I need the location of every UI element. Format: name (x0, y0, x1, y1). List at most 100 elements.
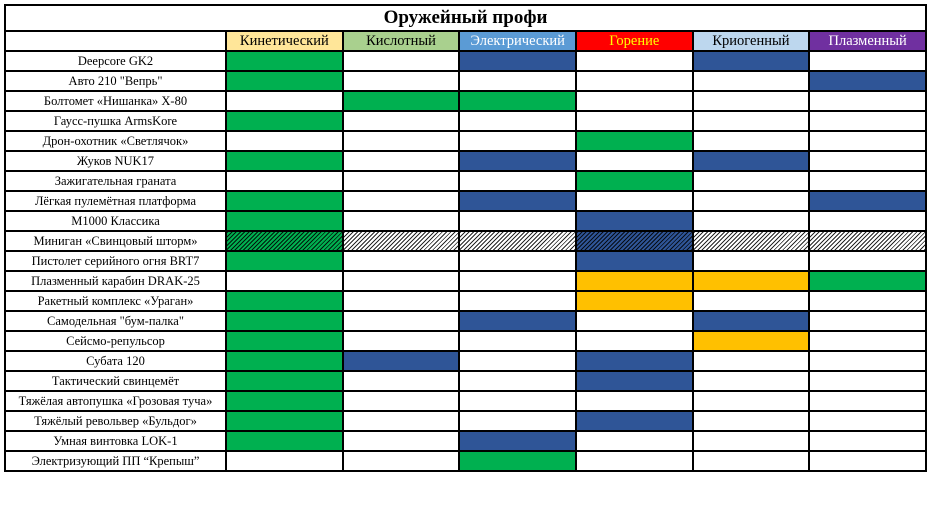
damage-cell[interactable] (458, 410, 577, 432)
weapon-name-cell[interactable]: Болтомет «Нишанка» X-80 (4, 90, 227, 112)
damage-cell[interactable] (225, 50, 344, 72)
damage-cell[interactable] (574, 210, 694, 232)
damage-cell[interactable] (808, 110, 927, 132)
damage-cell[interactable] (691, 150, 811, 172)
damage-cell[interactable] (574, 170, 694, 192)
weapon-name-cell[interactable]: Сейсмо-репульсор (4, 330, 227, 352)
damage-cell[interactable] (808, 210, 927, 232)
weapon-name-cell[interactable]: Дрон-охотник «Светлячок» (4, 130, 227, 152)
damage-cell[interactable] (574, 250, 694, 272)
weapon-name-cell[interactable]: Тактический свинцемёт (4, 370, 227, 392)
damage-cell[interactable] (808, 450, 927, 472)
damage-cell[interactable] (341, 170, 461, 192)
damage-cell[interactable] (808, 310, 927, 332)
damage-cell[interactable] (341, 210, 461, 232)
weapon-name-cell[interactable]: Электризующий ПП “Крепыш” (4, 450, 227, 472)
damage-cell[interactable] (574, 290, 694, 312)
damage-cell[interactable] (808, 50, 927, 72)
column-header-5[interactable]: Криогенный (691, 30, 811, 52)
damage-cell[interactable] (225, 250, 344, 272)
damage-cell[interactable] (691, 290, 811, 312)
damage-cell[interactable] (574, 150, 694, 172)
weapon-name-cell[interactable]: Умная винтовка LOK-1 (4, 430, 227, 452)
damage-cell[interactable] (341, 370, 461, 392)
damage-cell[interactable] (225, 190, 344, 212)
damage-cell[interactable] (225, 210, 344, 232)
damage-cell[interactable] (808, 70, 927, 92)
weapon-name-cell[interactable]: Гаусс-пушка ArmsKore (4, 110, 227, 132)
damage-cell[interactable] (808, 170, 927, 192)
damage-cell[interactable] (225, 410, 344, 432)
damage-cell[interactable] (341, 410, 461, 432)
damage-cell[interactable] (808, 370, 927, 392)
damage-cell[interactable] (458, 250, 577, 272)
damage-cell[interactable] (574, 310, 694, 332)
weapon-name-cell[interactable]: Лёгкая пулемётная платформа (4, 190, 227, 212)
weapon-name-cell[interactable]: Авто 210 "Вепрь" (4, 70, 227, 92)
damage-cell[interactable] (808, 150, 927, 172)
damage-cell[interactable] (691, 130, 811, 152)
damage-cell[interactable] (458, 230, 577, 252)
damage-cell[interactable] (225, 450, 344, 472)
damage-cell[interactable] (691, 390, 811, 412)
damage-cell[interactable] (458, 50, 577, 72)
damage-cell[interactable] (574, 110, 694, 132)
damage-cell[interactable] (458, 70, 577, 92)
weapon-name-cell[interactable]: Пистолет серийного огня BRT7 (4, 250, 227, 272)
weapon-name-cell[interactable]: Ракетный комплекс «Ураган» (4, 290, 227, 312)
damage-cell[interactable] (458, 310, 577, 332)
damage-cell[interactable] (691, 170, 811, 192)
column-header-4[interactable]: Горение (574, 30, 694, 52)
weapon-name-cell[interactable]: M1000 Классика (4, 210, 227, 232)
damage-cell[interactable] (225, 170, 344, 192)
damage-cell[interactable] (808, 250, 927, 272)
damage-cell[interactable] (225, 330, 344, 352)
damage-cell[interactable] (341, 270, 461, 292)
damage-cell[interactable] (574, 70, 694, 92)
damage-cell[interactable] (341, 150, 461, 172)
damage-cell[interactable] (808, 330, 927, 352)
damage-cell[interactable] (225, 130, 344, 152)
weapon-name-cell[interactable]: Жуков NUK17 (4, 150, 227, 172)
damage-cell[interactable] (691, 410, 811, 432)
damage-cell[interactable] (574, 130, 694, 152)
damage-cell[interactable] (341, 190, 461, 212)
damage-cell[interactable] (225, 290, 344, 312)
damage-cell[interactable] (574, 190, 694, 212)
damage-cell[interactable] (691, 230, 811, 252)
weapon-name-cell[interactable]: Тяжёлая автопушка «Грозовая туча» (4, 390, 227, 412)
damage-cell[interactable] (808, 410, 927, 432)
damage-cell[interactable] (691, 430, 811, 452)
damage-cell[interactable] (691, 370, 811, 392)
damage-cell[interactable] (458, 390, 577, 412)
damage-cell[interactable] (225, 350, 344, 372)
damage-cell[interactable] (341, 130, 461, 152)
damage-cell[interactable] (341, 90, 461, 112)
damage-cell[interactable] (574, 270, 694, 292)
damage-cell[interactable] (458, 270, 577, 292)
damage-cell[interactable] (691, 50, 811, 72)
damage-cell[interactable] (808, 270, 927, 292)
weapon-name-cell[interactable]: Зажигательная граната (4, 170, 227, 192)
weapon-name-cell[interactable]: Самодельная "бум-палка" (4, 310, 227, 332)
damage-cell[interactable] (458, 210, 577, 232)
damage-cell[interactable] (225, 90, 344, 112)
column-header-6[interactable]: Плазменный (808, 30, 927, 52)
damage-cell[interactable] (574, 450, 694, 472)
damage-cell[interactable] (691, 110, 811, 132)
damage-cell[interactable] (691, 70, 811, 92)
weapon-name-cell[interactable]: Миниган «Свинцовый шторм» (4, 230, 227, 252)
damage-cell[interactable] (225, 390, 344, 412)
damage-cell[interactable] (574, 370, 694, 392)
damage-cell[interactable] (691, 330, 811, 352)
damage-cell[interactable] (691, 270, 811, 292)
damage-cell[interactable] (341, 430, 461, 452)
damage-cell[interactable] (341, 250, 461, 272)
damage-cell[interactable] (574, 50, 694, 72)
weapon-name-cell[interactable]: Плазменный карабин DRAK-25 (4, 270, 227, 292)
damage-cell[interactable] (341, 50, 461, 72)
damage-cell[interactable] (225, 230, 344, 252)
damage-cell[interactable] (458, 430, 577, 452)
column-header-1[interactable]: Кинетический (225, 30, 344, 52)
damage-cell[interactable] (808, 390, 927, 412)
